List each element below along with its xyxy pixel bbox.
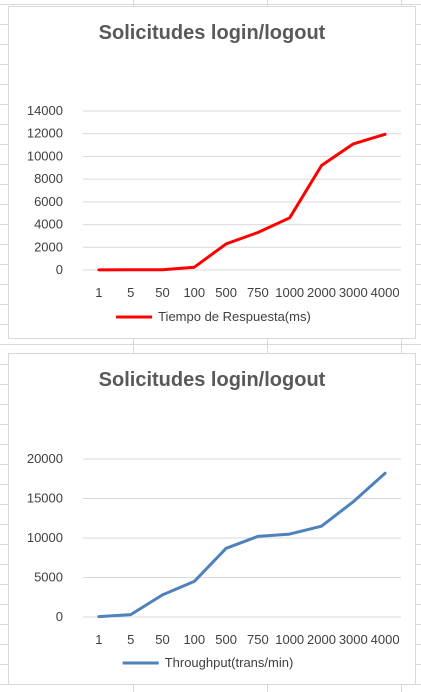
series-line[interactable] [97, 471, 387, 619]
y-tick-label: 14000 [27, 103, 63, 118]
y-tick-label: 8000 [34, 171, 63, 186]
y-tick-label: 10000 [27, 148, 63, 163]
y-tick-label: 4000 [34, 217, 63, 232]
legend-label: Throughput(trans/min) [165, 655, 294, 670]
x-tick-label: 3000 [339, 632, 368, 647]
x-tick-label: 750 [247, 285, 269, 300]
x-tick-label: 100 [183, 285, 205, 300]
x-tick-label: 1 [95, 285, 102, 300]
x-tick-label: 1000 [275, 285, 304, 300]
x-tick-label: 50 [155, 285, 169, 300]
x-tick-label: 50 [155, 632, 169, 647]
series-line[interactable] [97, 132, 387, 272]
y-tick-label: 15000 [27, 491, 63, 506]
x-tick-label: 4000 [371, 285, 400, 300]
x-tick-label: 5 [127, 285, 134, 300]
chart-throughput[interactable]: Solicitudes login/logout 0 5000 10000 15000… [8, 353, 416, 685]
x-tick-label: 100 [183, 632, 205, 647]
chart-response-time[interactable]: Solicitudes login/logout 0 2000 4000 6000 80… [8, 6, 416, 339]
y-tick-label: 12000 [27, 126, 63, 141]
chart-title: Solicitudes login/logout [99, 22, 326, 44]
y-tick-label: 0 [56, 609, 63, 624]
chart-svg: Solicitudes login/logout 0 2000 4000 6000 80… [27, 22, 401, 324]
y-tick-label: 2000 [34, 239, 63, 254]
x-tick-label: 500 [215, 632, 237, 647]
y-tick-label: 6000 [34, 194, 63, 209]
x-tick-label: 2000 [307, 285, 336, 300]
x-tick-label: 5 [127, 632, 134, 647]
chart-title: Solicitudes login/logout [99, 369, 326, 391]
y-tick-label: 5000 [34, 570, 63, 585]
y-tick-label: 20000 [27, 451, 63, 466]
x-tick-label: 500 [215, 285, 237, 300]
x-tick-label: 750 [247, 632, 269, 647]
x-tick-label: 3000 [339, 285, 368, 300]
y-tick-label: 0 [56, 262, 63, 277]
x-tick-label: 4000 [371, 632, 400, 647]
x-tick-label: 1 [95, 632, 102, 647]
x-tick-label: 1000 [275, 632, 304, 647]
y-tick-label: 10000 [27, 530, 63, 545]
chart-svg: Solicitudes login/logout 0 5000 10000 15000… [27, 369, 401, 670]
legend-label: Tiempo de Respuesta(ms) [158, 309, 311, 324]
x-tick-label: 2000 [307, 632, 336, 647]
